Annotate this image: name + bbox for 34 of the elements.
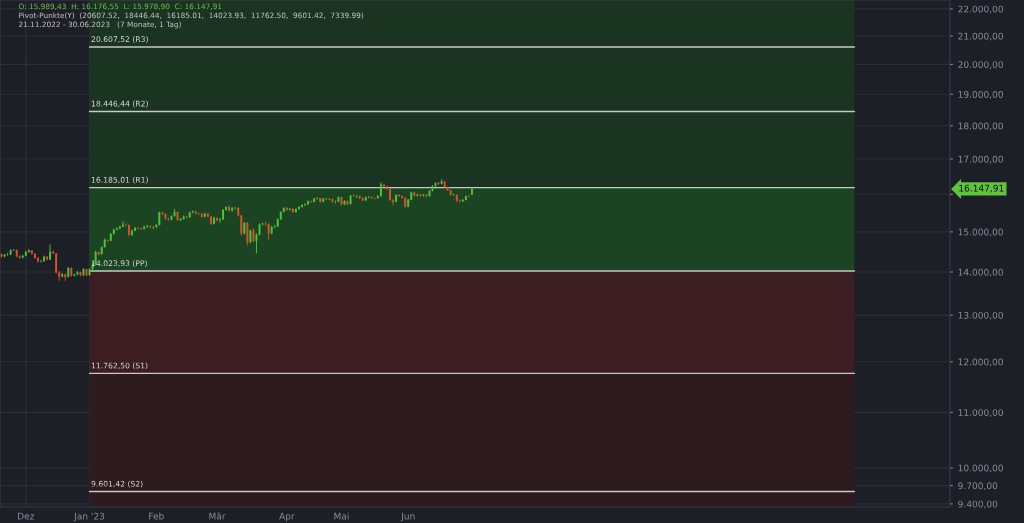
- y-tick-label: 14.000,00: [958, 268, 1003, 277]
- x-tick-label: Jan '23: [73, 512, 105, 522]
- x-tick-label: Mär: [209, 512, 226, 520]
- y-tick-label: 19.000,00: [958, 90, 1003, 99]
- y-tick-label: 15.000,00: [958, 228, 1003, 237]
- y-tick-label: 17.000,00: [958, 155, 1003, 164]
- candlestick: [255, 232, 258, 254]
- y-tick-label: 9.700,00: [958, 482, 998, 491]
- candlestick: [297, 205, 300, 211]
- candlestick: [121, 220, 124, 228]
- candlestick: [49, 243, 52, 261]
- x-tick-label: Apr: [279, 512, 295, 522]
- candlestick: [216, 216, 218, 222]
- y-tick-label: 9.400,00: [958, 500, 998, 509]
- candlestick: [294, 207, 297, 214]
- candlestick: [291, 207, 294, 214]
- y-tick-label: 20.000,00: [958, 61, 1003, 69]
- candlestick: [301, 203, 303, 209]
- candlestick: [470, 187, 473, 196]
- candlestick: [128, 224, 130, 237]
- x-tick-label: Jun: [400, 512, 415, 522]
- y-tick-label: 12.000,00: [958, 358, 1003, 367]
- y-tick-label: 10.000,00: [958, 464, 1003, 473]
- x-tick-label: Feb: [149, 512, 164, 520]
- x-tick-label: Dez: [18, 512, 35, 520]
- x-tick-label: Mai: [334, 512, 349, 520]
- text: 16.147,91: [959, 184, 1004, 193]
- y-tick-label: 18.000,00: [958, 122, 1003, 131]
- y-tick-label: 13.000,00: [958, 311, 1003, 320]
- y-tick-label: 11.000,00: [958, 409, 1003, 417]
- candlestick: [461, 198, 464, 203]
- candlestick: [389, 188, 391, 202]
- y-tick-label: 22.000,00: [958, 5, 1003, 14]
- y-tick-label: 21.000,00: [958, 32, 1003, 41]
